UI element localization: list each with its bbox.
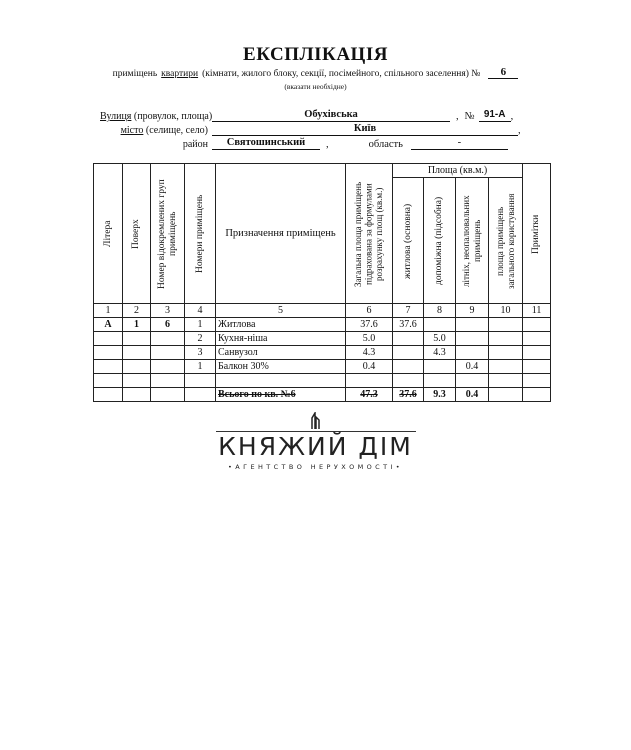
header-living: житлова (основна) xyxy=(402,202,413,279)
subtitle-hint: (вказати необхідне) xyxy=(284,82,347,91)
city-label: місто (селище, село) xyxy=(120,125,208,136)
street-row: Вулиця (провулок, площа) Обухівська , № … xyxy=(100,108,514,122)
table-row xyxy=(93,373,552,388)
header-room-no: Номери приміщень xyxy=(194,194,205,273)
district-value: Святошинський xyxy=(212,136,320,150)
total-row: Всього по кв. №6 47.3 37.6 9.3 0.4 xyxy=(93,387,552,402)
header-summer: літніх, неопалювальних приміщень xyxy=(461,194,482,287)
table-row: 2 Кухня-ніша 5.0 5.0 xyxy=(93,331,552,346)
header-area: Площа (кв.м.) xyxy=(391,163,524,178)
header-auxiliary: допоміжна (підсобна) xyxy=(434,196,444,285)
watermark-logo: КНЯЖИЙ ДІМ xyxy=(218,432,413,461)
header-floor: Поверх xyxy=(131,218,141,249)
explication-table: Літера Поверх Номер відокремлених груп п… xyxy=(93,163,552,402)
table-row: А 1 6 1 Житлова 37.6 37.6 xyxy=(93,317,552,332)
watermark: КНЯЖИЙ ДІМ •АГЕНТСТВО НЕРУХОМОСТІ• xyxy=(0,412,631,472)
region-value: - xyxy=(410,136,508,150)
region-label: область xyxy=(368,139,403,150)
house-value: 91-А xyxy=(478,108,511,122)
watermark-building-icon xyxy=(310,412,320,429)
district-row: район Святошинський , область - xyxy=(100,136,540,150)
header-total: Загальна площа приміщень підрахована за … xyxy=(353,180,385,287)
street-value: Обухівська xyxy=(212,108,450,122)
header-group: Номер відокремлених груп приміщень xyxy=(156,178,178,289)
city-value: Київ xyxy=(212,122,518,136)
column-number-row: 1 2 3 4 5 6 7 8 9 10 11 xyxy=(93,303,552,318)
table-row: 3 Санвузол 4.3 4.3 xyxy=(93,345,552,360)
table-row: 1 Балкон 30% 0.4 0.4 xyxy=(93,359,552,374)
apartment-number: 6 xyxy=(488,66,519,79)
house-no-label: № xyxy=(464,111,475,122)
city-row: місто (селище, село) Київ , xyxy=(100,122,540,136)
subtitle-underlined: квартири xyxy=(161,69,199,79)
watermark-tagline: •АГЕНТСТВО НЕРУХОМОСТІ• xyxy=(228,463,403,471)
header-common: площа приміщень загального користування xyxy=(494,192,516,289)
subtitle-rest: (кімнати, жилого блоку, секції, посімейн… xyxy=(202,69,481,79)
street-label: Вулиця (провулок, площа) xyxy=(100,111,213,122)
header-purpose: Призначення приміщень xyxy=(215,163,346,304)
subtitle-prefix: приміщень xyxy=(112,69,158,79)
subtitle: приміщень квартири (кімнати, жилого блок… xyxy=(0,66,631,79)
header-litera: Літера xyxy=(102,220,113,247)
header-notes: Примітки xyxy=(531,213,542,254)
watermark-line xyxy=(215,431,416,432)
district-label: район xyxy=(182,139,208,150)
document-title: ЕКСПЛІКАЦІЯ xyxy=(243,44,388,65)
